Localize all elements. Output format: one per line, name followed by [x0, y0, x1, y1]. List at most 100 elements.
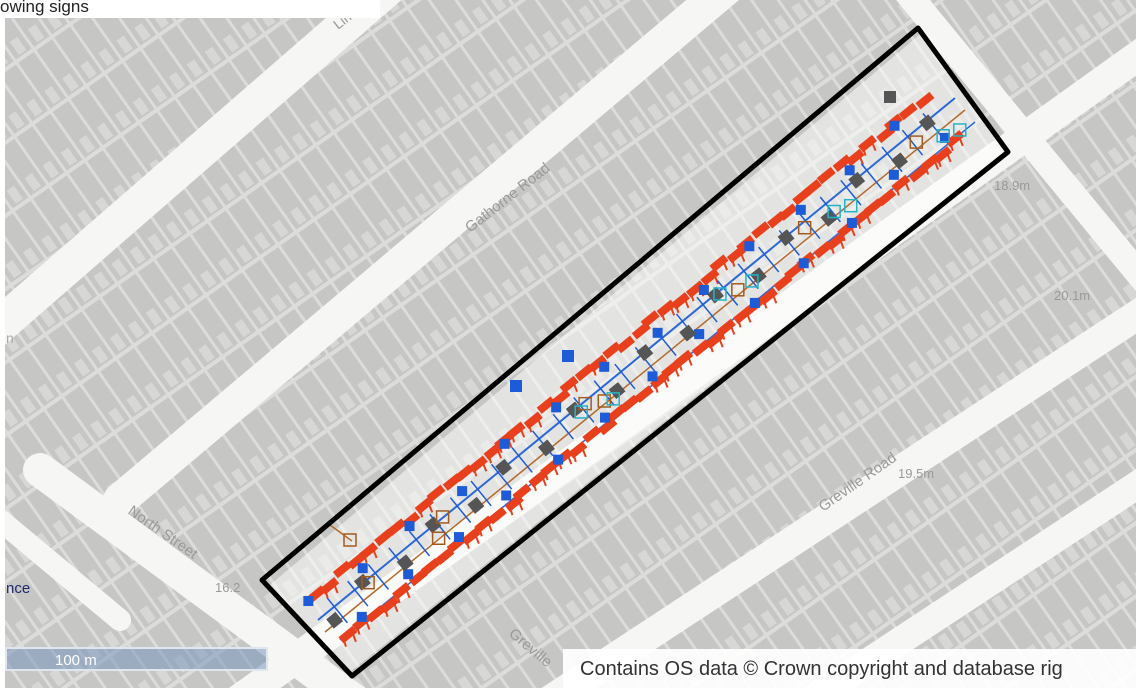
sign-post[interactable] [713, 273, 719, 285]
parking-marking[interactable] [620, 394, 640, 413]
brown-marker[interactable] [597, 394, 612, 408]
crossing-line[interactable] [716, 280, 739, 306]
parking-marking[interactable] [832, 154, 852, 172]
parking-marking[interactable] [640, 310, 660, 328]
sign-post[interactable] [771, 292, 778, 304]
grey-marker[interactable] [848, 171, 866, 189]
sign-post[interactable] [566, 453, 573, 465]
crossing-line[interactable] [840, 179, 862, 206]
sign-post[interactable] [418, 507, 424, 518]
parking-marking[interactable] [778, 203, 798, 221]
parking-marking[interactable] [374, 528, 394, 547]
sign-post[interactable] [669, 305, 676, 316]
cyan-marker[interactable] [745, 274, 759, 288]
sign-post[interactable] [865, 213, 872, 225]
blue-marker[interactable] [647, 371, 658, 382]
street-features[interactable] [303, 91, 967, 647]
brown-marker[interactable] [909, 135, 924, 149]
sign-post[interactable] [924, 164, 930, 175]
blue-marker[interactable] [652, 327, 663, 338]
blue-marker[interactable] [356, 611, 367, 622]
parking-marking[interactable] [915, 91, 935, 110]
blue-marker[interactable] [694, 329, 705, 340]
blue-marker[interactable] [453, 532, 464, 543]
sign-post[interactable] [674, 302, 680, 314]
crossing-line[interactable] [799, 213, 821, 240]
grey-marker[interactable] [396, 554, 414, 572]
grey-marker[interactable] [467, 496, 485, 514]
parking-marking[interactable] [616, 335, 636, 354]
crossing-line[interactable] [696, 296, 718, 323]
sign-post[interactable] [552, 464, 559, 476]
parking-marking[interactable] [487, 506, 507, 525]
sign-post[interactable] [739, 251, 746, 262]
sign-post[interactable] [677, 360, 683, 371]
crossing-line[interactable] [367, 564, 390, 590]
sign-post[interactable] [473, 533, 480, 544]
sign-post[interactable] [809, 256, 815, 268]
parking-marking[interactable] [512, 483, 532, 502]
sign-post[interactable] [903, 180, 910, 191]
sign-post[interactable] [664, 371, 670, 382]
parking-marking[interactable] [366, 605, 386, 623]
blue-marker[interactable] [846, 217, 857, 228]
parking-marking[interactable] [435, 547, 455, 565]
sign-post[interactable] [936, 156, 942, 168]
sign-post[interactable] [856, 218, 862, 229]
blue-marker[interactable] [501, 490, 512, 501]
blue-marker[interactable] [599, 361, 610, 372]
brown-marker[interactable] [435, 510, 450, 524]
crossing-line[interactable] [614, 363, 636, 390]
parking-marking[interactable] [898, 102, 918, 121]
parking-marking[interactable] [877, 188, 897, 207]
sign-post[interactable] [933, 159, 940, 170]
parking-marking[interactable] [536, 396, 556, 414]
cyan-marker[interactable] [936, 128, 950, 143]
sign-post[interactable] [536, 416, 543, 428]
outlier-marker[interactable] [343, 533, 357, 547]
sign-post[interactable] [519, 426, 526, 438]
outlier-marker[interactable] [884, 91, 896, 103]
outlier-marker[interactable] [562, 350, 574, 362]
sign-post[interactable] [673, 366, 680, 377]
sign-post[interactable] [323, 587, 329, 599]
parking-marking[interactable] [454, 464, 474, 482]
brown-marker[interactable] [731, 283, 745, 297]
sign-post[interactable] [653, 382, 659, 393]
sign-post[interactable] [948, 140, 954, 152]
blue-marker[interactable] [553, 454, 564, 465]
parking-marking[interactable] [908, 165, 928, 183]
brown-marker[interactable] [431, 531, 446, 545]
parking-marking[interactable] [816, 166, 836, 185]
grey-marker[interactable] [891, 152, 909, 170]
sign-post[interactable] [894, 185, 900, 196]
sign-post[interactable] [487, 452, 493, 464]
sign-post[interactable] [689, 290, 695, 302]
sign-post[interactable] [591, 365, 597, 376]
grey-marker[interactable] [777, 229, 795, 247]
sign-post[interactable] [660, 310, 666, 321]
cyan-marker[interactable] [574, 405, 588, 419]
parking-marking[interactable] [751, 221, 771, 239]
cyan-marker[interactable] [606, 392, 620, 406]
crossing-line[interactable] [326, 597, 348, 624]
sign-post[interactable] [945, 151, 952, 163]
cyan-marker[interactable] [827, 204, 841, 219]
blue-marker[interactable] [303, 596, 314, 607]
sign-post[interactable] [762, 298, 768, 309]
sign-post[interactable] [840, 230, 846, 242]
sign-post[interactable] [531, 480, 537, 492]
grey-marker[interactable] [820, 209, 838, 227]
crossing-line[interactable] [470, 480, 492, 507]
parking-marking[interactable] [602, 341, 622, 360]
sign-post[interactable] [477, 525, 483, 537]
sign-post[interactable] [957, 135, 964, 147]
blue-marker[interactable] [404, 521, 415, 532]
parking-marking[interactable] [783, 262, 803, 281]
sign-post[interactable] [736, 317, 742, 328]
sign-post[interactable] [371, 547, 378, 559]
brown-marker[interactable] [361, 575, 375, 590]
crossing-line[interactable] [511, 447, 533, 473]
sign-post[interactable] [662, 377, 669, 388]
cyan-marker[interactable] [953, 123, 967, 137]
